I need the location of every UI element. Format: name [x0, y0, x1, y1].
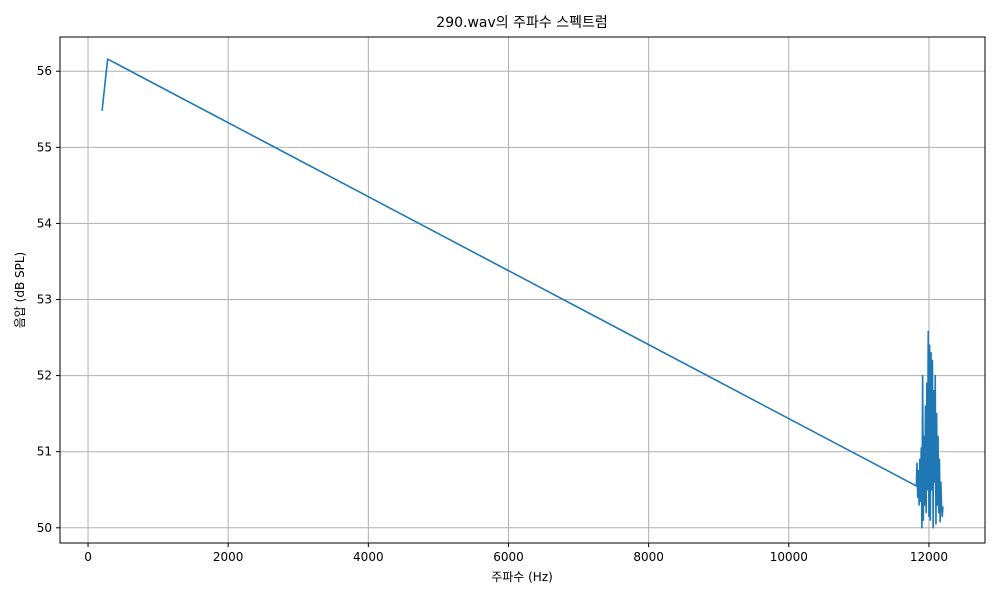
chart-title: 290.wav의 주파수 스펙트럼: [436, 15, 607, 31]
y-tick-label: 50: [37, 521, 52, 535]
y-tick-label: 53: [37, 293, 52, 307]
y-axis-ticks: 50 51 52 53 54 55 56: [37, 64, 60, 535]
y-tick-label: 51: [37, 445, 52, 459]
y-tick-label: 52: [37, 369, 52, 383]
series-layer: [101, 58, 944, 529]
y-tick-label: 56: [37, 64, 52, 78]
y-tick-label: 54: [37, 216, 52, 230]
x-axis-ticks: 0 2000 4000 6000 8000 10000 12000: [84, 543, 948, 564]
x-tick-label: 2000: [213, 550, 244, 564]
x-tick-label: 0: [84, 550, 92, 564]
x-tick-label: 12000: [910, 550, 948, 564]
plot-frame: [59, 36, 986, 544]
x-tick-label: 6000: [493, 550, 524, 564]
y-tick-label: 55: [37, 140, 52, 154]
grid-lines: [60, 37, 985, 543]
x-tick-label: 10000: [770, 550, 808, 564]
x-tick-label: 8000: [633, 550, 664, 564]
spectrum-series-line: [101, 58, 944, 529]
x-axis-label: 주파수 (Hz): [491, 570, 553, 584]
y-axis-label: 음압 (dB SPL): [13, 252, 27, 328]
x-tick-label: 4000: [353, 550, 384, 564]
